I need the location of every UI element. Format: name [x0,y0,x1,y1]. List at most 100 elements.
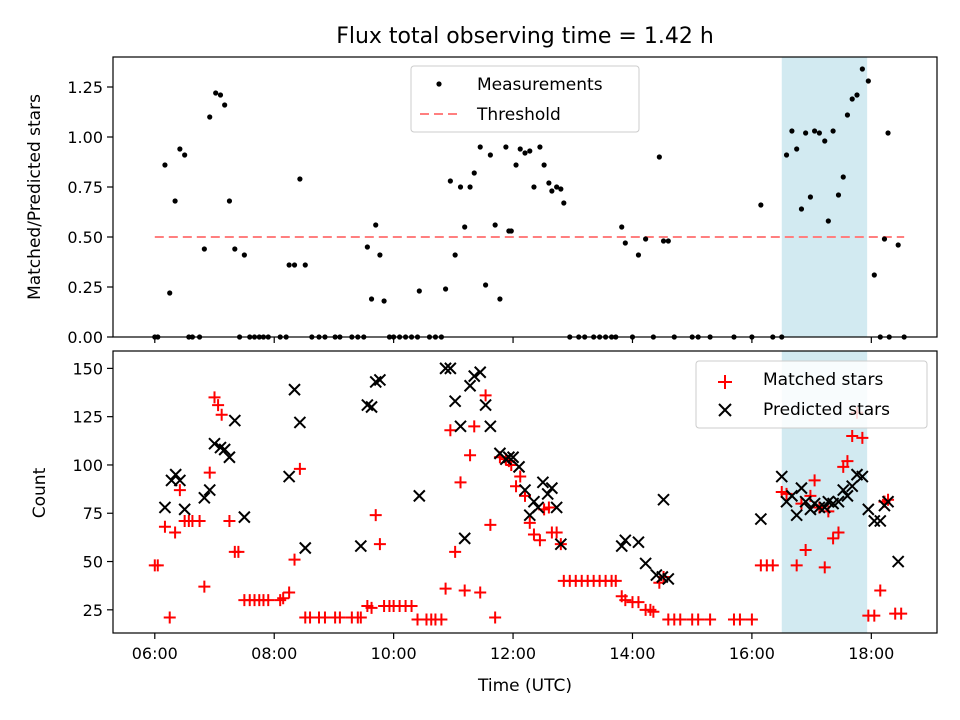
measurement-point [201,246,207,252]
predicted-star-point [506,451,520,464]
matched-star-point [444,424,457,437]
bottom-y-axis-label: Count [30,467,50,518]
bottom-x-axis-label: Time (UTC) [477,676,572,696]
matched-star-point [827,532,840,545]
matched-star-point [895,607,908,620]
top-legend: Measurements Threshold [410,65,640,133]
predicted-star-point [531,501,545,514]
measurement-point [849,96,855,102]
legend-measurements-label: Measurements [477,75,603,95]
matched-star-point [439,582,452,595]
measurement-point [373,222,379,228]
measurement-point [447,178,453,184]
matched-star-point [449,545,462,558]
measurement-point [881,236,888,242]
measurement-point [527,148,533,154]
predicted-star-point [208,437,221,450]
predicted-star-point [282,470,296,483]
measurement-point [182,152,188,158]
predicted-star-point [775,470,788,483]
matched-star-point [808,474,821,487]
predicted-star-point [439,362,452,375]
measurement-point [442,286,449,292]
matched-star-point [318,611,331,624]
matched-star-point [533,534,546,547]
matched-star-point [458,584,471,597]
matched-star-point [818,561,831,574]
measurement-point [546,180,552,186]
matched-star-point [619,594,632,607]
matched-star-point [173,484,186,497]
bottom-y-ticks: 25 50 75 100 125 150 [72,359,113,620]
measurement-point [822,138,828,144]
matched-star-point [704,613,717,626]
matched-star-point [468,420,481,433]
bottom-legend-box [695,360,928,429]
measurement-point [517,146,523,152]
matched-star-point [542,501,555,514]
predicted-star-point [354,539,368,553]
bottom-y-tick-label: 100 [72,456,103,475]
predicted-star-point [554,537,568,551]
predicted-star-point [785,489,799,503]
bottom-panel: 25 50 75 100 125 150 06:00 08:00 10:00 12:00 14:0… [30,350,938,696]
predicted-star-point [856,470,869,483]
matched-star-point [208,391,221,404]
matched-star-point [193,514,206,527]
bottom-x-tick-label: 18:00 [848,644,894,663]
measurement-point [811,128,818,134]
matched-star-point [733,613,746,626]
predicted-star-point [158,501,172,514]
top-y-tick-label: 0.50 [67,228,103,247]
measurement-point [302,262,308,268]
predicted-star-point [846,479,859,493]
predicted-star-point [169,468,182,481]
matched-star-point [523,516,536,529]
measurement-point [830,128,836,134]
predicted-star-point [619,534,632,547]
measurement-point [172,198,178,204]
bottom-x-tick-label: 12:00 [490,644,536,663]
predicted-star-point [468,369,481,383]
predicted-star-point [754,512,768,526]
measurement-point [167,290,173,296]
matched-star-point [283,586,296,599]
matched-star-point [262,594,275,607]
matched-star-point [832,526,845,539]
predicted-star-point [448,395,462,408]
predicted-star-point [813,501,826,514]
measurement-point [541,162,547,168]
matched-star-point [405,599,418,612]
measurement-point [368,296,375,302]
measurement-point [665,238,671,244]
matched-star-point [288,553,301,566]
matched-star-point [223,514,236,527]
predicted-star-point [862,503,875,516]
matched-star-point [354,611,367,624]
measurement-point [522,150,528,156]
measurement-point [364,244,370,250]
matched-star-point [790,559,803,572]
matched-star-point [745,613,758,626]
measurement-point [471,170,477,176]
matched-star-point [846,429,859,442]
matched-star-point [369,509,382,522]
measurement-point [803,130,809,136]
predicted-star-point [615,539,628,553]
measurement-point [561,200,567,206]
measurement-point [794,146,800,152]
bottom-y-tick-label: 75 [83,504,103,523]
measurement-point [840,174,846,180]
predicted-stars-points [158,362,905,586]
predicted-star-point [545,481,559,495]
predicted-star-point [790,508,803,522]
predicted-star-point [474,366,487,379]
predicted-star-point [479,398,492,412]
matched-star-point [198,580,211,593]
measurement-point [222,102,228,108]
predicted-star-point [178,503,191,516]
bottom-y-tick-label: 150 [72,359,103,378]
bottom-plot-frame [112,350,938,634]
matched-star-point [277,592,290,605]
predicted-star-point [518,483,532,497]
